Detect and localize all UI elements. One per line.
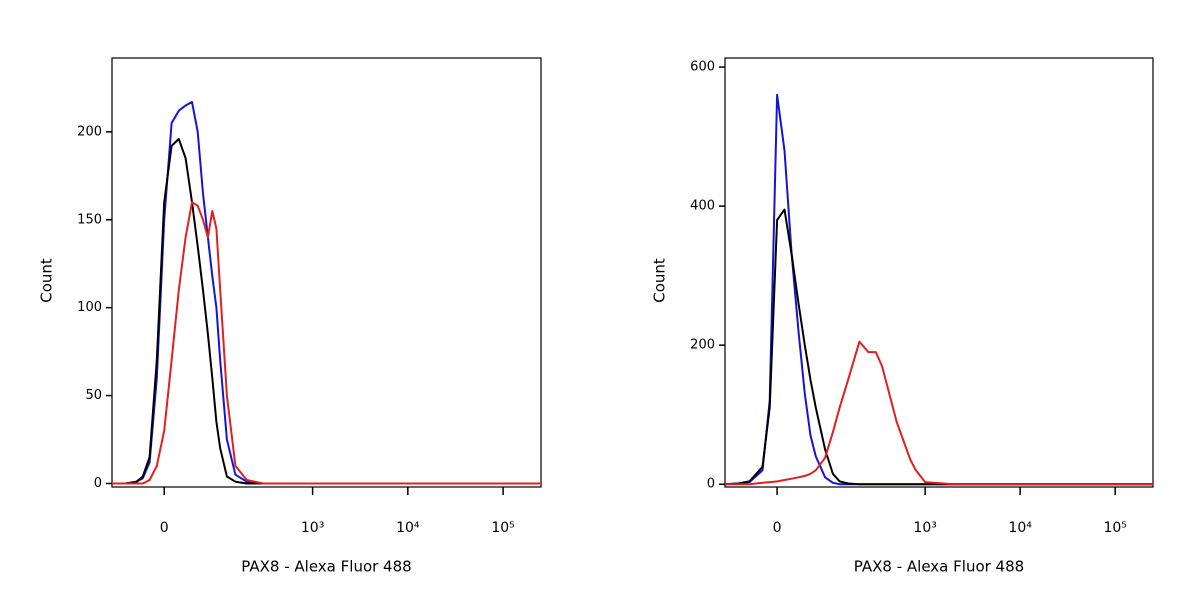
- x-tick-label: 10⁵: [1103, 520, 1126, 536]
- y-axis-label: Count: [651, 258, 669, 303]
- x-tick-label: 10⁴: [396, 520, 420, 536]
- histogram-line: [725, 340, 1153, 486]
- plot-frame: [111, 57, 542, 488]
- histogram-line: [112, 101, 541, 485]
- y-tick-label: 600: [690, 60, 715, 75]
- y-tick-label: 200: [690, 338, 715, 353]
- histogram-line: [724, 208, 1153, 486]
- y-tick-label: 0: [94, 476, 102, 491]
- y-tick-label: 0: [707, 477, 715, 492]
- histogram-line: [724, 93, 1153, 486]
- x-tick-label: 10³: [913, 520, 936, 536]
- plot-frame: [724, 57, 1154, 488]
- y-tick-label: 400: [690, 199, 715, 214]
- y-tick-label: 150: [77, 212, 102, 227]
- y-tick-label: 200: [77, 124, 102, 139]
- histogram-line: [112, 137, 541, 485]
- y-axis-label: Count: [38, 258, 56, 303]
- histogram-line: [112, 201, 541, 485]
- y-tick-label: 100: [77, 300, 102, 315]
- x-tick-label: 10³: [301, 520, 324, 536]
- x-tick-label: 10⁵: [491, 520, 514, 536]
- x-tick-label: 10⁴: [1008, 520, 1032, 536]
- y-tick-label: 50: [85, 388, 102, 403]
- x-axis-label: PAX8 - Alexa Fluor 488: [854, 558, 1024, 576]
- x-axis-label: PAX8 - Alexa Fluor 488: [241, 558, 411, 576]
- x-tick-label: 0: [773, 520, 782, 536]
- x-tick-label: 0: [160, 520, 169, 536]
